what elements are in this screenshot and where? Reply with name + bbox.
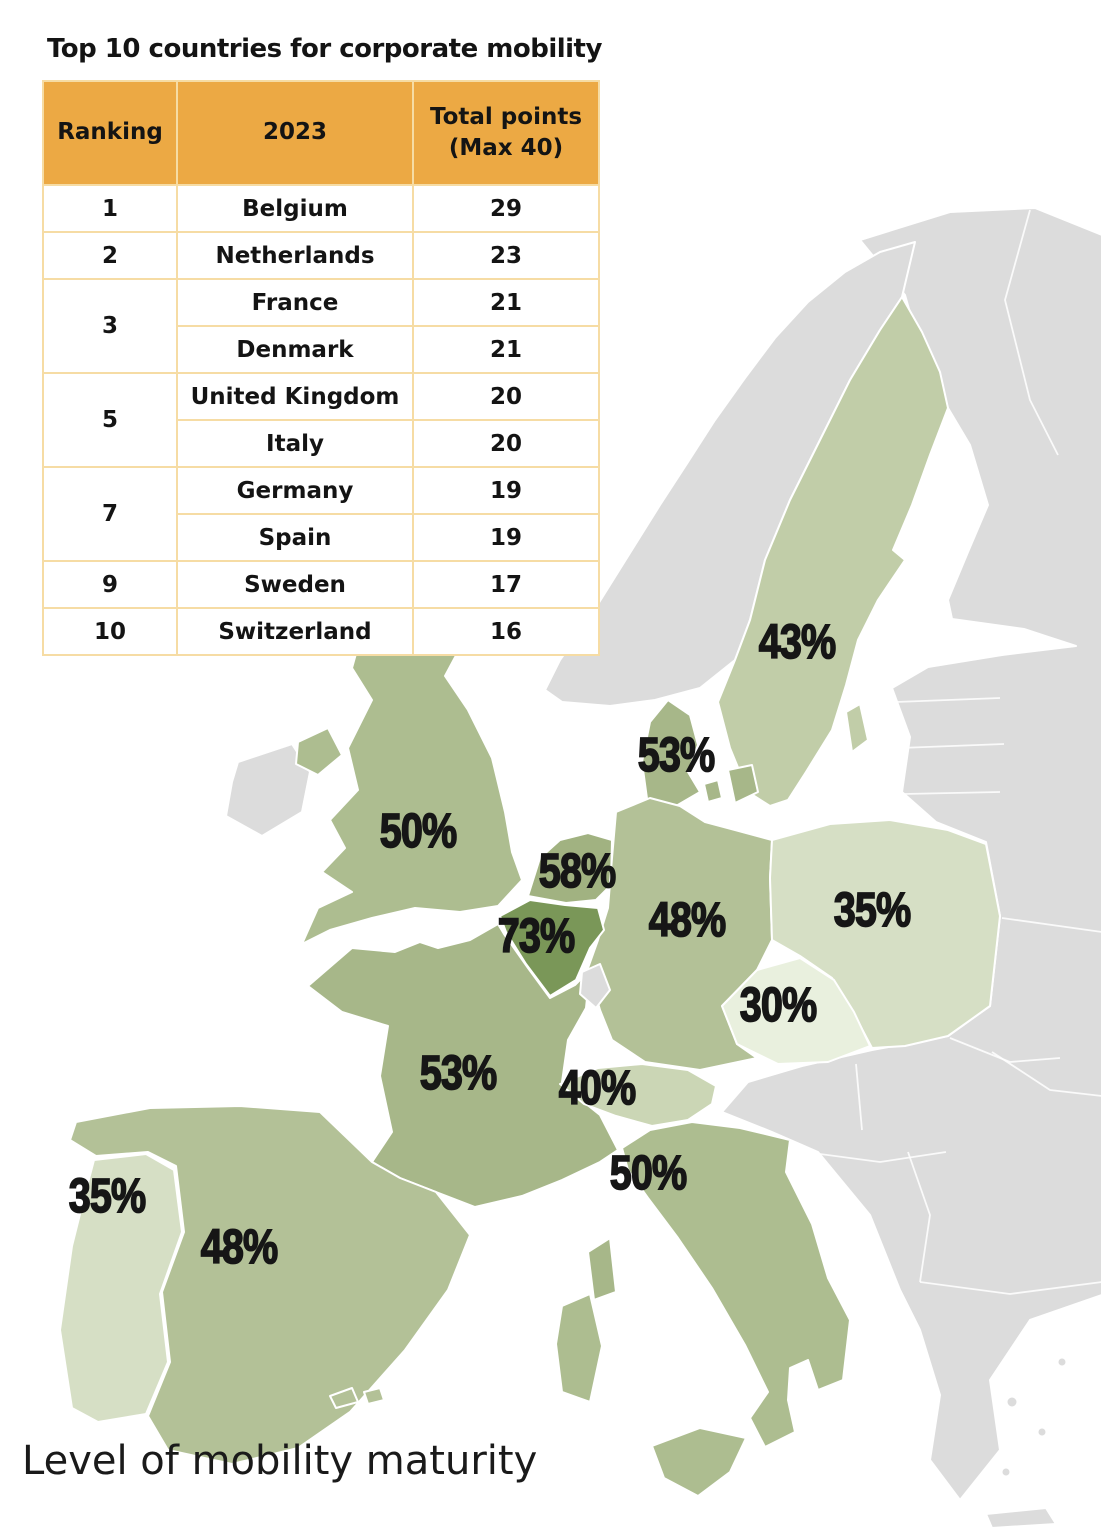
map-island-sicily xyxy=(651,1427,747,1497)
map-country-denmark xyxy=(641,699,759,807)
map-country-switzerland xyxy=(559,1063,717,1127)
map-island-gotland xyxy=(845,703,869,753)
table-title: Top 10 countries for corporate mobility xyxy=(47,34,602,64)
map-country-poland xyxy=(769,819,1001,1049)
points-cell: 20 xyxy=(412,419,600,468)
header-points-line1: Total points xyxy=(429,103,583,130)
maturity-label-italy: 50% xyxy=(610,1146,687,1200)
points-cell: 16 xyxy=(412,607,600,656)
rank-cell: 5 xyxy=(42,372,178,468)
table-row: 10 Switzerland 16 xyxy=(42,607,600,656)
map-country-ireland xyxy=(225,743,311,837)
maturity-label-portugal: 35% xyxy=(69,1169,146,1223)
country-cell: Sweden xyxy=(176,560,414,609)
points-cell: 21 xyxy=(412,278,600,327)
maturity-label-czechia: 30% xyxy=(740,978,817,1032)
maturity-label-united-kingdom: 50% xyxy=(380,804,457,858)
country-cell: Spain xyxy=(176,513,414,562)
points-cell: 19 xyxy=(412,466,600,515)
map-island-zealand xyxy=(727,764,759,804)
maturity-label-sweden: 43% xyxy=(759,615,836,669)
rank-cell: 10 xyxy=(42,607,178,656)
map-caption: Level of mobility maturity xyxy=(22,1438,538,1484)
map-island-corsica xyxy=(587,1237,617,1301)
map-country-sweden xyxy=(717,296,949,807)
map-country-portugal xyxy=(59,1153,183,1423)
map-country-netherlands xyxy=(527,832,613,904)
points-cell: 19 xyxy=(412,513,600,562)
map-island-sardinia xyxy=(555,1293,603,1403)
maturity-labels: 43% 53% 50% 58% 73% 48% 35% 30% 53% 40% … xyxy=(68,615,913,1275)
maturity-label-spain: 48% xyxy=(201,1220,278,1274)
maturity-label-netherlands: 58% xyxy=(539,844,616,898)
map-island-menorca xyxy=(363,1387,385,1405)
maturity-label-switzerland: 40% xyxy=(559,1061,636,1115)
points-cell: 23 xyxy=(412,231,600,280)
points-cell: 20 xyxy=(412,372,600,421)
map-country-czechia xyxy=(721,957,871,1065)
rank-cell: 2 xyxy=(42,231,178,280)
country-cell: Belgium xyxy=(176,184,414,233)
header-year: 2023 xyxy=(176,80,414,186)
points-cell: 17 xyxy=(412,560,600,609)
header-points-line2: (Max 40) xyxy=(448,135,564,161)
map-island-mallorca xyxy=(329,1387,359,1409)
header-ranking: Ranking xyxy=(42,80,178,186)
header-points: Total points (Max 40) xyxy=(412,80,600,186)
map-country-luxembourg xyxy=(579,963,611,1009)
table-row: 1 Belgium 29 xyxy=(42,184,600,233)
maturity-label-germany: 48% xyxy=(649,893,726,947)
country-cell: France xyxy=(176,278,414,327)
rank-cell: 7 xyxy=(42,466,178,562)
points-cell: 29 xyxy=(412,184,600,233)
table-row: 5 United Kingdom 20 xyxy=(42,372,600,468)
table-row: Italy 20 xyxy=(43,419,600,468)
map-country-spain xyxy=(69,1105,471,1465)
country-cell: Germany xyxy=(176,466,414,515)
rank-cell: 9 xyxy=(42,560,178,609)
map-island-aegean xyxy=(1006,1396,1018,1408)
points-cell: 21 xyxy=(412,325,600,374)
map-region-northern-ireland xyxy=(295,727,343,776)
table-row: 3 France 21 xyxy=(42,278,600,374)
table-row: Spain 19 xyxy=(43,513,600,562)
map-island-aegean xyxy=(1037,1427,1047,1437)
country-cell: Denmark xyxy=(176,325,414,374)
map-internal-borders xyxy=(819,209,1102,1295)
rank-cell: 1 xyxy=(42,184,178,233)
rank-cell: 3 xyxy=(42,278,178,374)
map-island-crete xyxy=(985,1507,1057,1529)
country-cell: Italy xyxy=(176,419,414,468)
table-row: 2 Netherlands 23 xyxy=(42,231,600,280)
ranking-table: Ranking 2023 Total points (Max 40) 1 Bel… xyxy=(42,80,600,656)
maturity-label-belgium: 73% xyxy=(498,909,575,963)
country-cell: Switzerland xyxy=(176,607,414,656)
country-cell: Netherlands xyxy=(176,231,414,280)
table-row: 9 Sweden 17 xyxy=(42,560,600,609)
country-cell: United Kingdom xyxy=(176,372,414,421)
map-island-aegean xyxy=(1057,1357,1067,1367)
map-island-aegean xyxy=(1001,1467,1011,1477)
maturity-label-poland: 35% xyxy=(834,883,911,937)
map-country-belgium xyxy=(499,899,605,997)
maturity-label-france: 53% xyxy=(420,1046,497,1100)
map-country-italy xyxy=(555,1121,851,1497)
maturity-label-denmark: 53% xyxy=(638,728,715,782)
map-island-funen xyxy=(703,779,723,803)
table-row: 7 Germany 19 xyxy=(42,466,600,562)
table-header-row: Ranking 2023 Total points (Max 40) xyxy=(42,80,600,186)
table-row: Denmark 21 xyxy=(43,325,600,374)
